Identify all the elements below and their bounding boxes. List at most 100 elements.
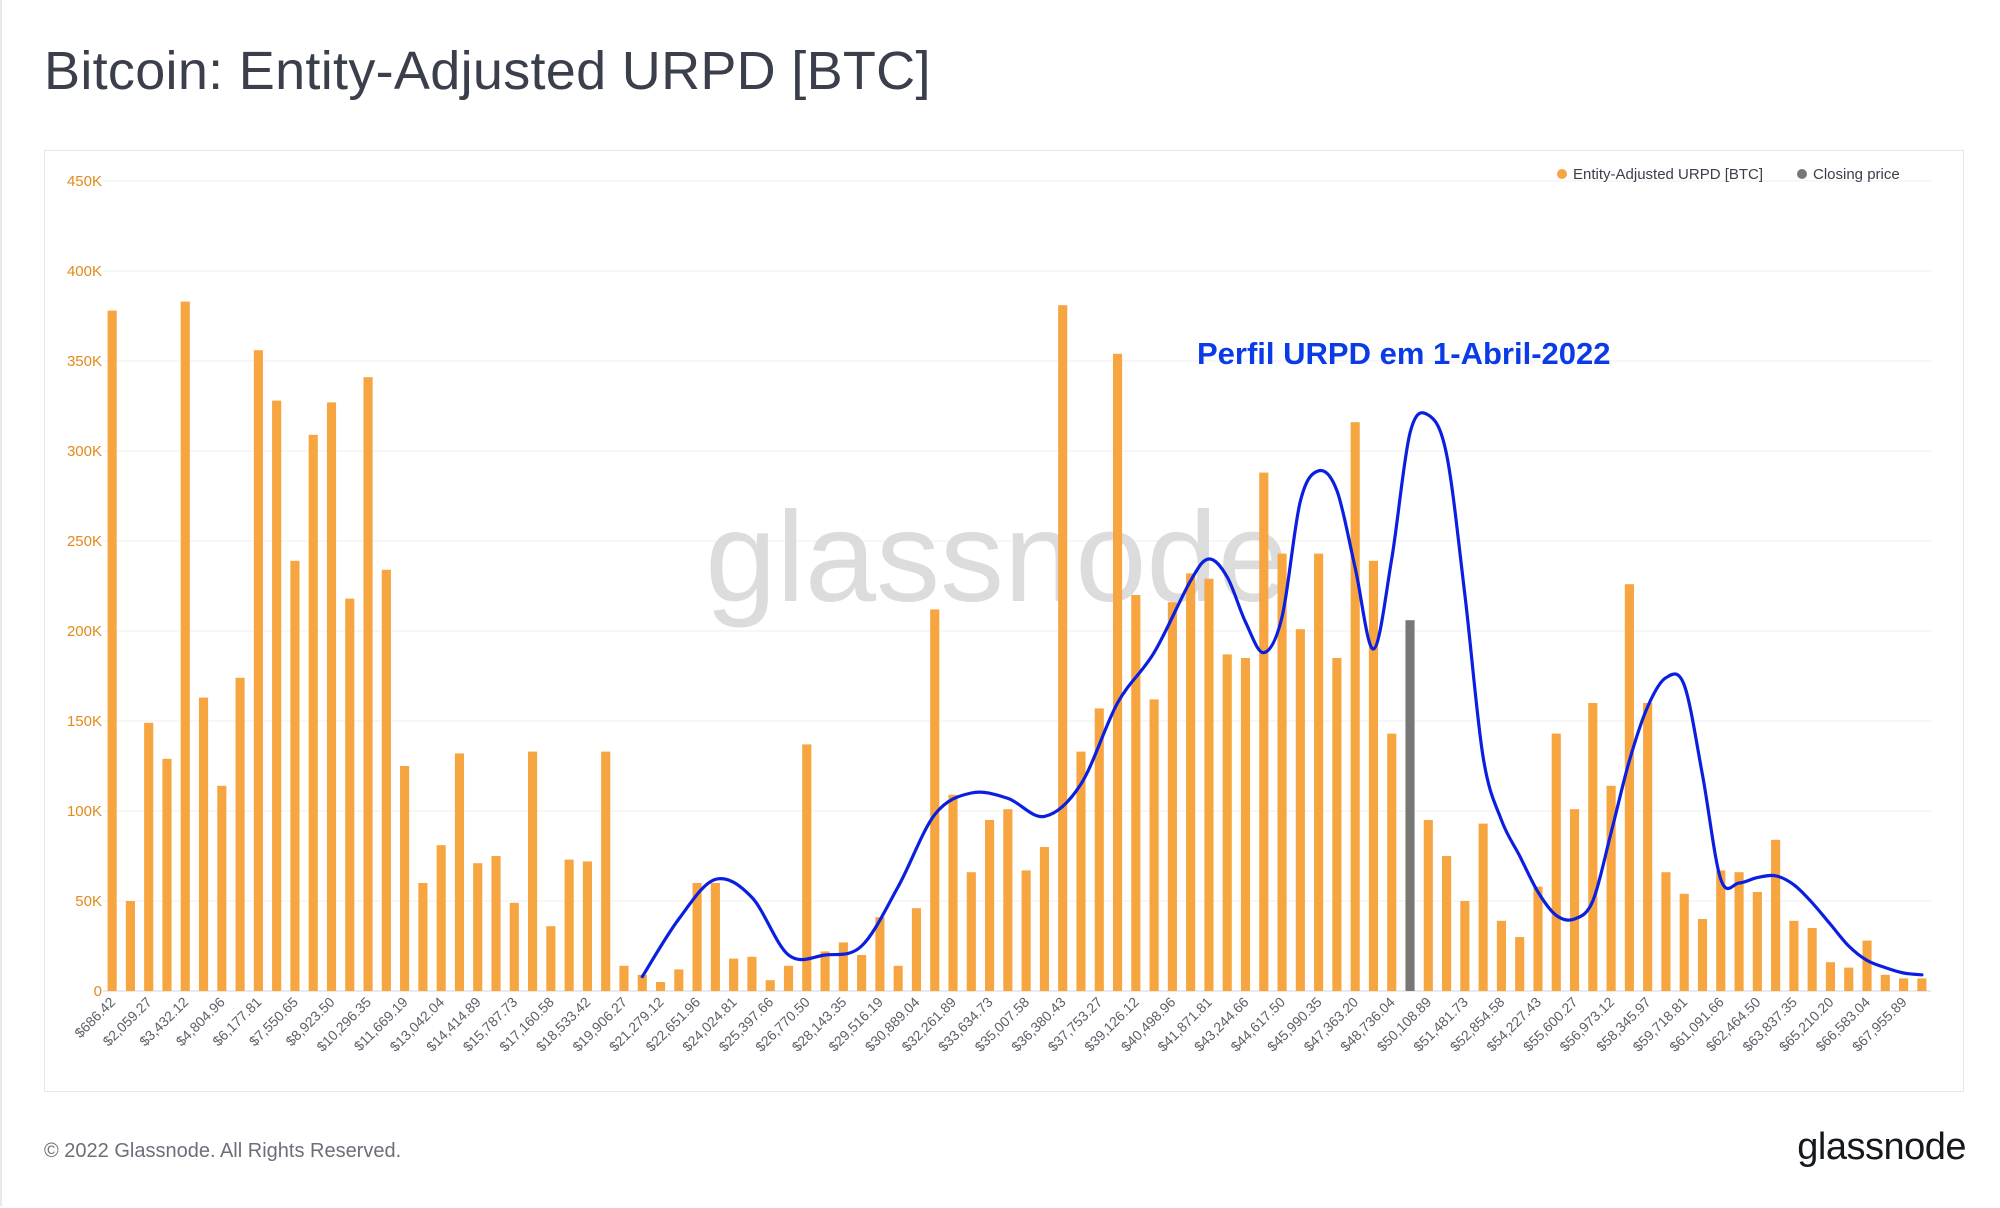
urpd-bar[interactable]	[948, 794, 958, 991]
urpd-bar[interactable]	[180, 301, 190, 992]
urpd-bar[interactable]	[802, 744, 812, 991]
urpd-bar[interactable]	[345, 598, 355, 991]
urpd-bar[interactable]	[1368, 560, 1379, 991]
urpd-bar[interactable]	[253, 350, 263, 991]
legend-item-urpd[interactable]: Entity-Adjusted URPD [BTC]	[1557, 166, 1763, 183]
urpd-bar[interactable]	[1533, 886, 1543, 991]
urpd-bar[interactable]	[1752, 892, 1762, 991]
urpd-bar[interactable]	[1167, 602, 1177, 991]
urpd-bar[interactable]	[1149, 699, 1159, 991]
urpd-bar[interactable]	[546, 926, 556, 991]
urpd-bar[interactable]	[1606, 785, 1616, 991]
urpd-bar[interactable]	[1551, 733, 1561, 991]
urpd-bar[interactable]	[1295, 629, 1305, 991]
urpd-bar[interactable]	[235, 677, 245, 991]
urpd-bar[interactable]	[655, 982, 666, 991]
urpd-bar[interactable]	[1442, 856, 1452, 991]
closing-price-bar[interactable]	[1405, 620, 1415, 991]
urpd-bar[interactable]	[1588, 703, 1598, 991]
urpd-bar[interactable]	[1697, 919, 1708, 991]
urpd-bar[interactable]	[637, 974, 647, 991]
urpd-bar[interactable]	[290, 560, 300, 991]
urpd-bar[interactable]	[272, 400, 282, 992]
urpd-bar[interactable]	[966, 872, 976, 991]
urpd-bar[interactable]	[838, 942, 848, 991]
urpd-bar[interactable]	[198, 697, 209, 991]
urpd-bar[interactable]	[601, 751, 611, 991]
urpd-bar[interactable]	[1112, 353, 1123, 991]
urpd-bar[interactable]	[1496, 920, 1506, 991]
urpd-bar[interactable]	[1515, 937, 1525, 991]
urpd-bar[interactable]	[692, 883, 702, 991]
urpd-bar[interactable]	[729, 958, 739, 991]
urpd-bar[interactable]	[1771, 839, 1781, 991]
urpd-bar[interactable]	[619, 965, 629, 991]
urpd-bar[interactable]	[1862, 940, 1872, 991]
urpd-bar[interactable]	[1094, 708, 1104, 991]
urpd-bar[interactable]	[1076, 751, 1086, 991]
urpd-bar[interactable]	[710, 883, 720, 991]
urpd-bar[interactable]	[893, 965, 903, 991]
urpd-bar[interactable]	[125, 901, 135, 991]
urpd-bar[interactable]	[1259, 472, 1269, 992]
urpd-bar[interactable]	[326, 402, 337, 991]
urpd-bar[interactable]	[1899, 978, 1909, 991]
urpd-bar[interactable]	[1679, 893, 1689, 991]
urpd-bar[interactable]	[820, 951, 830, 991]
urpd-bar[interactable]	[1021, 870, 1031, 991]
urpd-bar[interactable]	[1314, 553, 1324, 991]
urpd-bar[interactable]	[930, 609, 940, 991]
urpd-bar[interactable]	[875, 917, 885, 991]
urpd-bar[interactable]	[582, 861, 592, 991]
urpd-bar[interactable]	[107, 310, 117, 992]
urpd-bar[interactable]	[1423, 820, 1433, 991]
urpd-bar[interactable]	[1569, 809, 1580, 991]
urpd-bar[interactable]	[1917, 978, 1927, 991]
urpd-bar[interactable]	[1460, 901, 1470, 991]
urpd-bar[interactable]	[473, 863, 483, 991]
urpd-bar[interactable]	[857, 955, 867, 991]
urpd-bar[interactable]	[1387, 733, 1397, 991]
urpd-bar[interactable]	[1624, 584, 1634, 991]
urpd-bar[interactable]	[436, 845, 446, 991]
urpd-bar[interactable]	[144, 722, 154, 991]
urpd-bar[interactable]	[1807, 928, 1817, 991]
brand-logo[interactable]: glassnode	[1797, 1126, 1966, 1168]
urpd-bar[interactable]	[1003, 809, 1013, 991]
urpd-bar[interactable]	[1643, 703, 1653, 991]
urpd-bar[interactable]	[911, 908, 922, 991]
urpd-bar[interactable]	[491, 856, 501, 991]
urpd-bar[interactable]	[418, 883, 428, 991]
urpd-bar[interactable]	[1844, 967, 1854, 991]
urpd-bar[interactable]	[1734, 872, 1744, 991]
urpd-bar[interactable]	[509, 902, 519, 991]
legend-item-closing-price[interactable]: Closing price	[1797, 166, 1900, 183]
urpd-bar[interactable]	[765, 980, 775, 991]
urpd-bar[interactable]	[674, 969, 684, 991]
urpd-bar[interactable]	[747, 956, 757, 991]
urpd-bar[interactable]	[1186, 573, 1196, 991]
urpd-bar[interactable]	[363, 377, 373, 991]
urpd-bar[interactable]	[1350, 422, 1360, 991]
urpd-bar[interactable]	[1222, 654, 1232, 991]
urpd-bar[interactable]	[1478, 823, 1488, 991]
urpd-bar[interactable]	[308, 434, 318, 991]
urpd-bar[interactable]	[1058, 305, 1068, 991]
urpd-bar[interactable]	[1661, 872, 1671, 991]
urpd-bar[interactable]	[381, 569, 391, 991]
urpd-bar[interactable]	[217, 785, 227, 991]
urpd-bar[interactable]	[985, 820, 995, 991]
urpd-bar[interactable]	[1880, 974, 1890, 991]
urpd-bar[interactable]	[1716, 870, 1726, 991]
urpd-bar[interactable]	[400, 766, 410, 991]
urpd-bar[interactable]	[1039, 847, 1049, 991]
urpd-bar[interactable]	[783, 965, 794, 991]
urpd-bar[interactable]	[1204, 578, 1214, 991]
urpd-bar[interactable]	[1240, 658, 1251, 991]
urpd-bar[interactable]	[528, 751, 538, 991]
urpd-bar[interactable]	[1825, 962, 1836, 991]
urpd-bar[interactable]	[162, 758, 172, 991]
urpd-bar[interactable]	[1332, 658, 1342, 991]
urpd-bar[interactable]	[1789, 920, 1799, 991]
urpd-bar[interactable]	[454, 753, 465, 991]
